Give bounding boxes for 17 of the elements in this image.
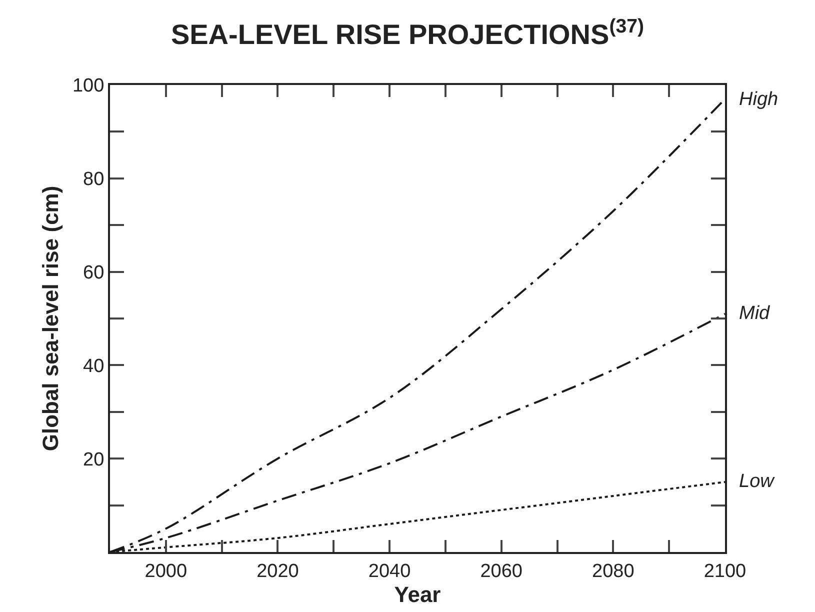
x-tick-label: 2040 <box>368 560 411 582</box>
series-label: Mid <box>739 303 772 324</box>
series-label: Low <box>739 471 776 492</box>
series-label: High <box>739 89 778 110</box>
x-tick-label: 2020 <box>256 560 299 582</box>
y-tick-label: 60 <box>83 262 104 284</box>
y-axis-title: Global sea-level rise (cm) <box>38 186 63 452</box>
chart-title: SEA-LEVEL RISE PROJECTIONS$^{(37)}$ <box>170 15 644 50</box>
x-tick-label: 2080 <box>592 560 634 582</box>
x-tick-label: 2000 <box>144 560 188 582</box>
y-tick-label: 100 <box>72 76 104 97</box>
y-tick-label: 20 <box>83 449 104 470</box>
x-tick-label: 2100 <box>704 560 746 582</box>
y-tick-label: 40 <box>83 356 104 377</box>
x-axis-title: Year <box>394 582 442 607</box>
x-tick-label: 2060 <box>480 560 522 582</box>
y-tick-label: 80 <box>83 169 104 190</box>
